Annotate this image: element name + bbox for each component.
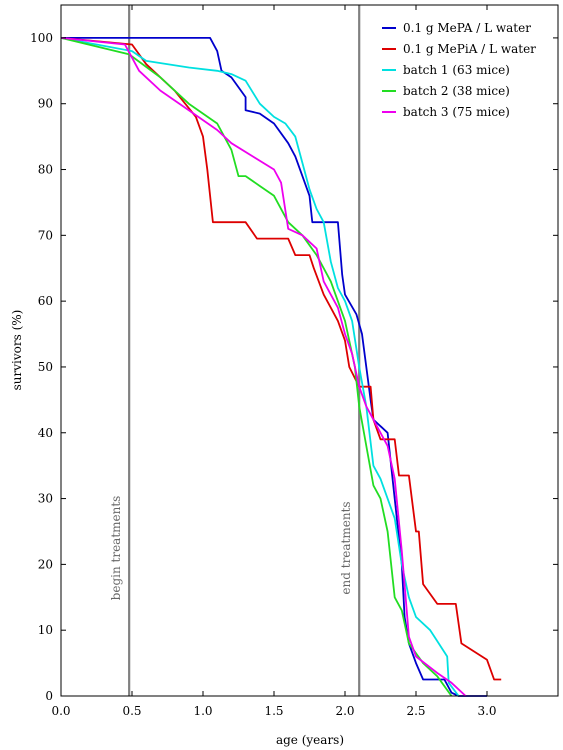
x-axis-title: age (years) bbox=[276, 733, 344, 747]
y-tick-label-4: 40 bbox=[38, 426, 53, 440]
annotation-label-0: begin treatments bbox=[109, 496, 123, 601]
legend: 0.1 g MePA / L water 0.1 g MePiA / L wate… bbox=[382, 21, 536, 119]
series-line-0 bbox=[61, 37, 487, 697]
x-axis: 0.0 0.5 1.0 1.5 2.0 2.5 3.0 bbox=[51, 5, 497, 718]
series-line-1 bbox=[60, 37, 502, 681]
legend-label-2: batch 1 (63 mice) bbox=[403, 63, 510, 77]
y-tick-label-3: 30 bbox=[38, 492, 53, 506]
y-tick-label-8: 80 bbox=[38, 163, 53, 177]
plot-frame bbox=[60, 4, 559, 697]
x-tick-label-2: 1.0 bbox=[193, 704, 212, 718]
annotation-labels: begin treatments end treatments bbox=[109, 496, 353, 601]
legend-label-0: 0.1 g MePA / L water bbox=[403, 21, 531, 35]
y-tick-label-9: 90 bbox=[38, 97, 53, 111]
legend-label-1: 0.1 g MePiA / L water bbox=[403, 42, 536, 56]
annotation-lines bbox=[128, 5, 361, 696]
y-tick-label-5: 50 bbox=[38, 360, 53, 374]
x-tick-label-0: 0.0 bbox=[51, 704, 70, 718]
y-axis: 0 10 20 30 40 50 60 70 80 90 100 bbox=[30, 31, 558, 703]
series-line-4 bbox=[60, 37, 467, 697]
x-tick-label-4: 2.0 bbox=[335, 704, 354, 718]
y-tick-label-10: 100 bbox=[30, 31, 53, 45]
y-tick-label-2: 20 bbox=[38, 557, 53, 571]
x-tick-label-1: 0.5 bbox=[122, 704, 141, 718]
x-tick-label-3: 1.5 bbox=[264, 704, 283, 718]
y-tick-label-1: 10 bbox=[38, 623, 53, 637]
series-line-2 bbox=[60, 37, 460, 697]
annotation-label-1: end treatments bbox=[339, 501, 353, 594]
y-axis-title: survivors (%) bbox=[10, 310, 24, 391]
y-tick-label-0: 0 bbox=[45, 689, 53, 703]
y-tick-label-6: 60 bbox=[38, 294, 53, 308]
x-tick-label-5: 2.5 bbox=[406, 704, 425, 718]
legend-label-3: batch 2 (38 mice) bbox=[403, 84, 510, 98]
series-line-3 bbox=[60, 37, 453, 697]
legend-label-4: batch 3 (75 mice) bbox=[403, 105, 510, 119]
x-tick-label-6: 3.0 bbox=[477, 704, 496, 718]
y-tick-label-7: 70 bbox=[38, 228, 53, 242]
series-layer bbox=[60, 37, 502, 697]
